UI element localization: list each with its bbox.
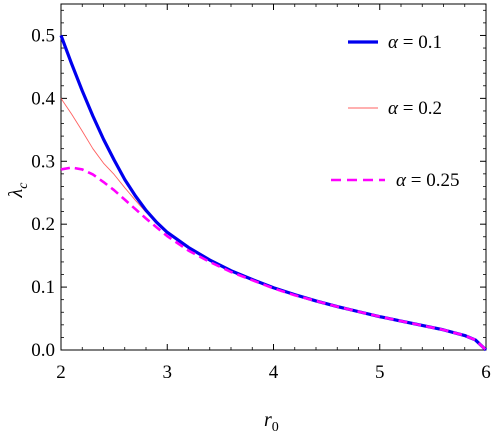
series-line-2 bbox=[60, 98, 487, 351]
y-tick-label: 0.2 bbox=[31, 214, 55, 235]
y-axis-label: λc bbox=[5, 182, 31, 199]
x-tick-label: 5 bbox=[375, 362, 385, 383]
legend-label-2: α = 0.2 bbox=[388, 98, 442, 119]
y-tick-label: 0.4 bbox=[31, 88, 55, 109]
x-axis-label-sub: 0 bbox=[272, 420, 279, 435]
x-tick-label: 2 bbox=[56, 362, 66, 383]
x-axis-label: r0 bbox=[264, 409, 279, 435]
y-tick-label: 0.3 bbox=[31, 151, 55, 172]
series-line-3 bbox=[60, 166, 487, 351]
series-line-1 bbox=[59, 34, 488, 352]
y-tick-label: 0.5 bbox=[31, 25, 55, 46]
y-tick-label: 0.0 bbox=[31, 340, 55, 361]
series-layer bbox=[59, 34, 488, 352]
x-tick-label: 6 bbox=[481, 362, 491, 383]
y-axis-label-sub: c bbox=[16, 182, 31, 189]
ticks-layer: 2 3 4 5 6 0.0 0.1 0.2 0.3 0.4 0.5 bbox=[31, 4, 491, 383]
y-tick-label: 0.1 bbox=[31, 277, 55, 298]
x-axis-label-main: r bbox=[264, 409, 272, 431]
legend: α = 0.1 α = 0.2 α = 0.25 bbox=[331, 32, 459, 191]
y-axis-label-main: λ bbox=[5, 188, 27, 198]
legend-label-1: α = 0.1 bbox=[388, 32, 442, 53]
legend-label-3: α = 0.25 bbox=[396, 170, 459, 191]
x-tick-label: 4 bbox=[269, 362, 279, 383]
x-tick-label: 3 bbox=[163, 362, 173, 383]
